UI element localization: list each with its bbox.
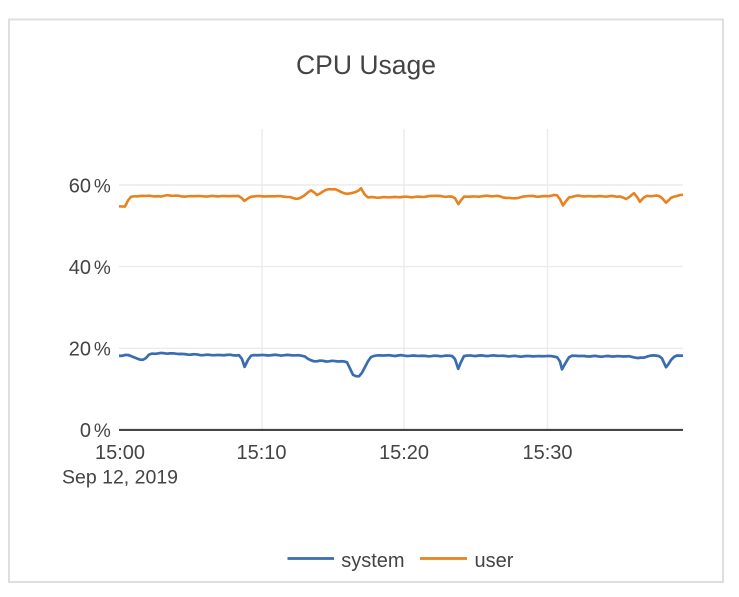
svg-text:%: % [94,258,111,279]
svg-text:0: 0 [80,420,91,442]
svg-text:15:20: 15:20 [379,442,429,464]
svg-text:40: 40 [69,257,91,279]
svg-text:%: % [94,176,111,197]
svg-text:60: 60 [69,175,91,197]
svg-text:20: 20 [69,339,91,361]
svg-text:15:30: 15:30 [522,442,572,464]
svg-text:CPU Usage: CPU Usage [296,50,436,80]
svg-text:%: % [94,340,111,361]
svg-text:system: system [341,550,404,572]
svg-text:user: user [475,550,514,572]
svg-text:15:10: 15:10 [236,442,286,464]
svg-text:Sep 12, 2019: Sep 12, 2019 [62,467,178,489]
svg-text:15:00: 15:00 [95,442,145,464]
svg-text:%: % [94,421,111,442]
